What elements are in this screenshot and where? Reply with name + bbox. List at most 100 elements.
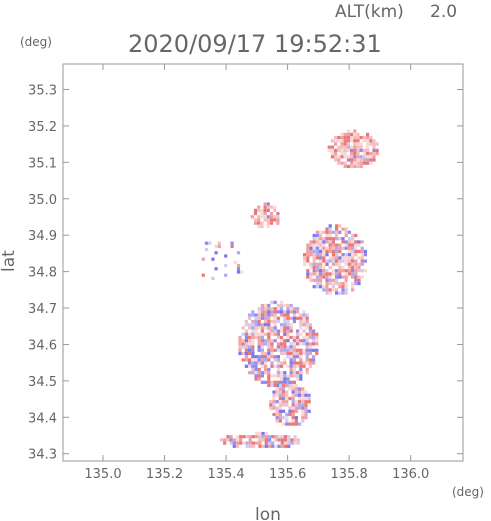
- reflectivity-cell: [230, 241, 234, 245]
- reflectivity-cell: [338, 272, 342, 276]
- reflectivity-cell: [291, 419, 295, 423]
- reflectivity-cell: [251, 345, 255, 349]
- reflectivity-cell: [271, 435, 275, 439]
- reflectivity-cell: [288, 396, 292, 401]
- reflectivity-cell: [338, 256, 342, 260]
- reflectivity-cell: [278, 403, 282, 407]
- reflectivity-cell: [251, 371, 255, 375]
- reflectivity-cell: [354, 249, 358, 254]
- reflectivity-cell: [267, 313, 271, 317]
- reflectivity-cell: [305, 339, 309, 343]
- reflectivity-cell: [224, 264, 228, 268]
- reflectivity-cell: [346, 145, 350, 149]
- reflectivity-cell: [305, 335, 309, 340]
- reflectivity-cell: [353, 152, 357, 156]
- reflectivity-cell: [276, 374, 280, 378]
- reflectivity-cell: [354, 243, 358, 247]
- x-tick-label: 135.6: [269, 467, 306, 482]
- reflectivity-cell: [328, 249, 332, 254]
- reflectivity-cell: [299, 367, 303, 372]
- reflectivity-cell: [264, 310, 268, 314]
- reflectivity-cell: [335, 259, 339, 263]
- reflectivity-cell: [283, 303, 287, 308]
- reflectivity-cell: [372, 148, 376, 152]
- reflectivity-cell: [264, 435, 268, 439]
- reflectivity-cell: [244, 329, 248, 333]
- reflectivity-cell: [312, 348, 316, 352]
- reflectivity-cell: [273, 348, 277, 352]
- reflectivity-cell: [276, 335, 280, 340]
- reflectivity-cell: [340, 142, 344, 146]
- reflectivity-cell: [362, 161, 366, 165]
- reflectivity-cell: [356, 136, 360, 140]
- reflectivity-cell: [331, 256, 335, 260]
- reflectivity-cell: [308, 361, 312, 365]
- y-tick-label: 34.8: [28, 266, 57, 281]
- reflectivity-cell: [260, 316, 264, 320]
- reflectivity-cell: [283, 326, 287, 330]
- reflectivity-cell: [264, 303, 268, 308]
- reflectivity-cell: [338, 224, 342, 228]
- reflectivity-cell: [251, 319, 255, 324]
- chart-title: 2020/09/17 19:52:31: [128, 30, 382, 58]
- reflectivity-cell: [362, 139, 366, 143]
- reflectivity-cell: [302, 329, 306, 333]
- reflectivity-cell: [350, 145, 354, 149]
- reflectivity-cell: [353, 164, 357, 168]
- reflectivity-cell: [362, 152, 366, 156]
- reflectivity-cell: [325, 275, 329, 279]
- reflectivity-cell: [286, 377, 290, 381]
- reflectivity-cells: [201, 129, 379, 448]
- reflectivity-cell: [291, 384, 295, 388]
- reflectivity-cell: [322, 237, 326, 241]
- reflectivity-cell: [242, 435, 246, 439]
- reflectivity-cell: [285, 403, 289, 407]
- reflectivity-cell: [351, 249, 355, 254]
- reflectivity-cell: [299, 342, 303, 346]
- reflectivity-cell: [335, 246, 339, 250]
- reflectivity-cell: [251, 326, 255, 330]
- reflectivity-cell: [303, 262, 307, 266]
- reflectivity-cell: [277, 438, 281, 442]
- reflectivity-cell: [229, 435, 233, 439]
- reflectivity-cell: [219, 438, 224, 442]
- x-axis-ticks: 135.0 135.2 135.4 135.6 135.8 136.0: [84, 64, 429, 482]
- reflectivity-cell: [267, 316, 271, 320]
- reflectivity-cell: [267, 374, 271, 378]
- reflectivity-cell: [325, 240, 329, 244]
- reflectivity-cell: [301, 419, 305, 423]
- reflectivity-cell: [369, 152, 373, 156]
- reflectivity-cell: [214, 251, 218, 255]
- reflectivity-cell: [266, 215, 270, 219]
- reflectivity-cell: [283, 374, 287, 378]
- reflectivity-cell: [305, 342, 309, 346]
- reflectivity-cell: [296, 329, 300, 333]
- reflectivity-cell: [360, 246, 364, 250]
- reflectivity-cell: [292, 339, 296, 343]
- reflectivity-cell: [264, 431, 268, 436]
- reflectivity-cell: [269, 403, 273, 407]
- reflectivity-cell: [344, 227, 348, 231]
- y-tick-label: 34.5: [28, 375, 57, 390]
- reflectivity-cell: [244, 355, 248, 359]
- reflectivity-cell: [273, 364, 277, 368]
- reflectivity-cell: [257, 319, 261, 324]
- reflectivity-cell: [296, 348, 300, 352]
- reflectivity-cell: [356, 142, 360, 146]
- reflectivity-cell: [248, 444, 252, 448]
- reflectivity-cell: [238, 339, 242, 343]
- reflectivity-cell: [356, 155, 360, 159]
- reflectivity-cell: [289, 361, 293, 365]
- reflectivity-cell: [278, 396, 282, 401]
- reflectivity-cell: [271, 441, 275, 445]
- reflectivity-cell: [306, 249, 310, 254]
- reflectivity-cell: [267, 345, 271, 349]
- reflectivity-cell: [248, 371, 252, 375]
- reflectivity-cell: [315, 265, 319, 270]
- reflectivity-cell: [344, 275, 348, 279]
- reflectivity-cell: [308, 323, 312, 327]
- reflectivity-cell: [260, 208, 264, 212]
- reflectivity-cell: [273, 383, 277, 388]
- reflectivity-cell: [270, 313, 274, 317]
- reflectivity-cell: [280, 342, 284, 346]
